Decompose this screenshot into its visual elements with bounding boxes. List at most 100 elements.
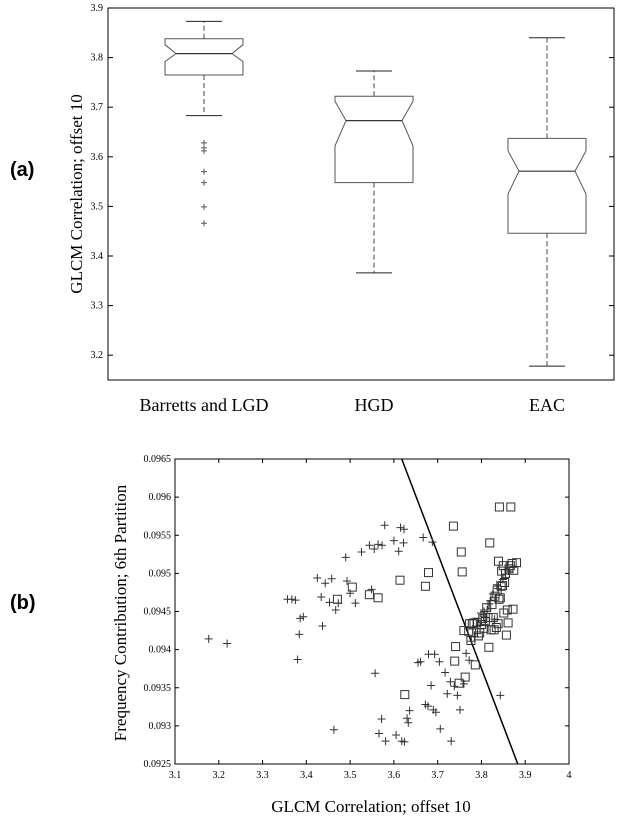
square-point [459, 626, 469, 636]
square-point [424, 568, 433, 578]
x-tick-label: 3.7 [431, 770, 444, 781]
square-point [469, 618, 479, 628]
square-point [478, 613, 488, 623]
plot-b-y-axis: 0.0925 0.093 0.0935 0.094 0.0945 0.095 0.0955 0… [144, 454, 569, 770]
square-point [484, 642, 494, 652]
plus-point [396, 523, 405, 532]
square-point [498, 581, 507, 591]
plus-point [378, 541, 387, 550]
plus-point [370, 545, 379, 553]
category-label: Barretts and LGD [140, 395, 269, 415]
plus-point [357, 548, 366, 556]
box-body [334, 95, 414, 184]
y-tick-label: 3.8 [91, 53, 104, 64]
y-tick-label: 0.096 [149, 492, 172, 503]
box-body [507, 137, 587, 234]
square-point [373, 593, 383, 603]
square-point [506, 502, 516, 512]
y-tick-label: 0.0945 [144, 607, 172, 618]
plus-point [329, 725, 338, 734]
box-2 [334, 70, 414, 274]
y-tick-label: 0.0935 [144, 683, 172, 694]
y-tick-label: 0.093 [149, 721, 172, 732]
plus-point [343, 577, 351, 585]
square-point [420, 581, 430, 591]
square-point [504, 564, 514, 574]
plus-point [374, 540, 383, 549]
outlier-marker [201, 179, 207, 186]
plus-point [392, 731, 401, 739]
square-point [400, 690, 410, 700]
plus-point [204, 634, 213, 643]
plus-point [346, 589, 355, 598]
square-point [482, 603, 492, 613]
plot-b-y-axis-title: Frequency Contribution; 6th Partition [111, 484, 130, 741]
plus-point [465, 656, 474, 665]
plus-point [427, 681, 436, 690]
plus-point [327, 574, 336, 583]
plot-b-points [204, 502, 521, 746]
square-point [508, 604, 518, 614]
plus-point [287, 595, 296, 604]
box-body [164, 38, 244, 76]
plot-b-x-axis-title: GLCM Correlation; offset 10 [271, 797, 470, 816]
x-tick-label: 3.1 [169, 770, 182, 781]
square-point [488, 613, 498, 623]
plus-point [450, 682, 459, 691]
plot-b-frame [174, 458, 570, 765]
plus-point [365, 541, 374, 550]
plus-point [400, 525, 408, 534]
x-tick-label: 3.4 [300, 770, 313, 781]
plot-a-y-axis-title: GLCM Correlation; offset 10 [67, 94, 86, 293]
square-point [501, 630, 511, 640]
square-point [364, 590, 374, 600]
plus-point [447, 737, 456, 746]
plus-point [403, 714, 411, 723]
square-point [347, 582, 357, 592]
y-tick-label: 3.5 [91, 201, 104, 212]
square-point [503, 618, 513, 628]
plus-point [377, 715, 386, 723]
square-point [451, 642, 461, 652]
square-point [460, 672, 470, 682]
plus-point [318, 622, 327, 630]
decision-boundary-line [401, 458, 519, 765]
plot-b-line [401, 458, 519, 765]
plus-point [325, 598, 334, 607]
plot-a-x-axis: Barretts and LGD HGD EAC [140, 395, 565, 415]
square-point [500, 578, 510, 587]
y-tick-label: 0.094 [149, 645, 172, 656]
plus-point [380, 521, 389, 530]
plus-point [436, 724, 445, 733]
plus-point [435, 657, 444, 666]
plus-point [371, 669, 380, 678]
box-3 [507, 37, 587, 367]
square-point [456, 547, 466, 557]
plus-point [399, 538, 408, 547]
plus-point [317, 593, 326, 601]
square-point [494, 594, 504, 604]
square-point [457, 567, 467, 577]
outlier-marker [201, 147, 207, 154]
square-point [493, 619, 503, 629]
y-tick-label: 3.7 [91, 102, 104, 113]
plus-point [381, 737, 390, 746]
plus-point [446, 677, 455, 686]
x-tick-label: 3.3 [256, 770, 269, 781]
plus-point [351, 599, 360, 608]
y-tick-label: 3.9 [91, 3, 104, 14]
plot-a-frame [107, 7, 615, 381]
plus-point [341, 553, 350, 562]
plus-point [291, 596, 300, 605]
plus-point [431, 708, 440, 717]
y-tick-label: 3.4 [91, 251, 104, 262]
plus-point [321, 579, 330, 588]
y-tick-label: 3.6 [91, 152, 104, 163]
plus-point [313, 574, 322, 582]
plus-point [496, 691, 505, 700]
square-point [450, 656, 460, 666]
plus-point [430, 650, 439, 659]
square-point [494, 502, 504, 512]
x-tick-label: 3.6 [388, 770, 401, 781]
